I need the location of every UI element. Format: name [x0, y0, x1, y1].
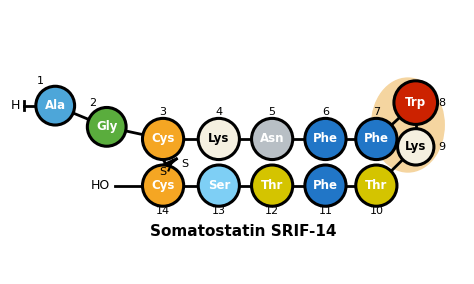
Circle shape: [87, 107, 126, 146]
Circle shape: [36, 86, 74, 125]
Text: 6: 6: [322, 107, 329, 117]
Text: Cys: Cys: [151, 179, 175, 192]
Text: 13: 13: [212, 206, 226, 216]
Text: Phe: Phe: [364, 132, 389, 145]
Text: 1: 1: [36, 76, 44, 86]
Circle shape: [398, 129, 434, 165]
Circle shape: [394, 81, 438, 124]
Text: S: S: [181, 159, 188, 169]
Text: 9: 9: [438, 142, 446, 152]
Text: HO: HO: [91, 179, 110, 192]
Text: 10: 10: [369, 206, 383, 216]
Text: 11: 11: [319, 206, 332, 216]
Text: 5: 5: [269, 107, 276, 117]
Circle shape: [356, 118, 397, 160]
Text: 8: 8: [438, 98, 446, 108]
Circle shape: [198, 118, 239, 160]
Text: H: H: [11, 99, 20, 112]
Text: Somatostatin SRIF-14: Somatostatin SRIF-14: [150, 224, 337, 239]
Text: Thr: Thr: [365, 179, 388, 192]
Text: Lys: Lys: [405, 140, 427, 153]
Text: 7: 7: [373, 107, 380, 117]
Text: 3: 3: [160, 107, 166, 117]
Circle shape: [198, 165, 239, 206]
Circle shape: [252, 165, 293, 206]
Text: Thr: Thr: [261, 179, 283, 192]
Circle shape: [356, 165, 397, 206]
Circle shape: [305, 118, 346, 160]
Circle shape: [305, 165, 346, 206]
Text: Ser: Ser: [208, 179, 230, 192]
Text: 14: 14: [156, 206, 170, 216]
Text: Phe: Phe: [313, 132, 338, 145]
Text: S: S: [159, 168, 166, 178]
Text: Trp: Trp: [405, 96, 426, 109]
Text: Gly: Gly: [96, 120, 118, 133]
Ellipse shape: [372, 78, 444, 172]
Text: 2: 2: [89, 98, 96, 108]
Text: Phe: Phe: [313, 179, 338, 192]
Circle shape: [252, 118, 293, 160]
Circle shape: [143, 118, 184, 160]
Text: Ala: Ala: [45, 99, 66, 112]
Text: 12: 12: [265, 206, 279, 216]
Circle shape: [143, 165, 184, 206]
Text: 4: 4: [215, 107, 222, 117]
Text: Lys: Lys: [208, 132, 229, 145]
Text: Asn: Asn: [260, 132, 284, 145]
Text: Cys: Cys: [151, 132, 175, 145]
